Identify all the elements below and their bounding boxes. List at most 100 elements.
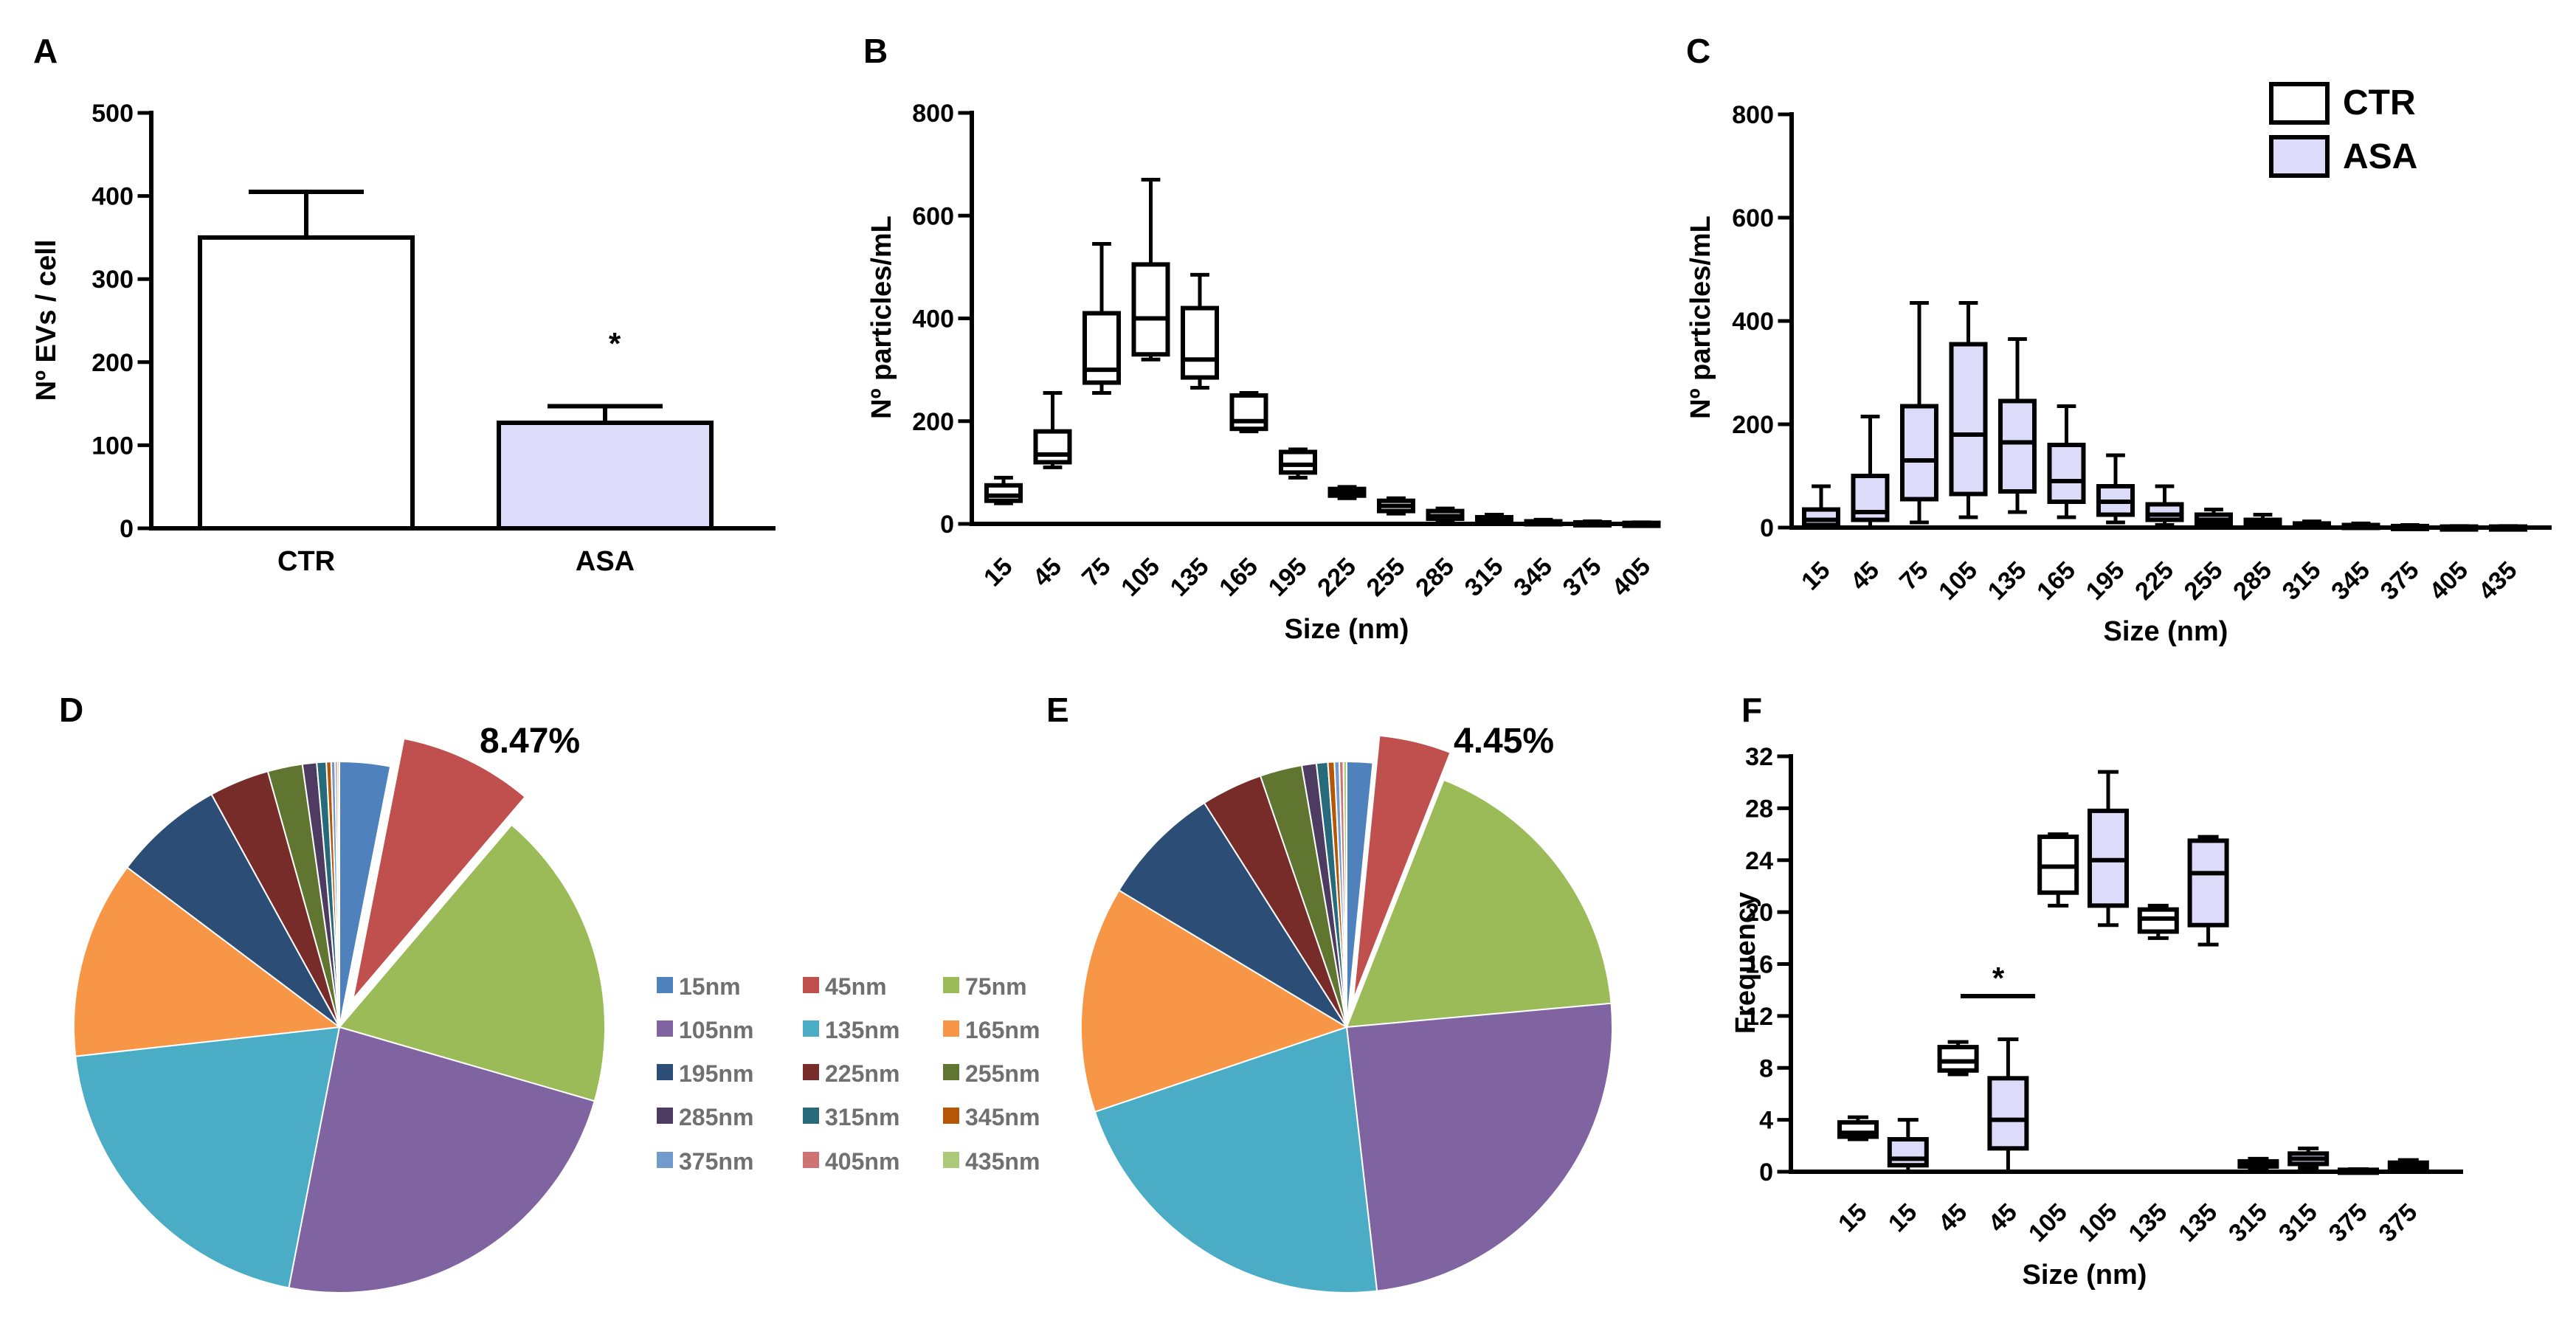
x-tick-label-F: 105 xyxy=(2073,1198,2123,1248)
pie-slice-D-3 xyxy=(288,1026,595,1293)
significance-star-A: * xyxy=(609,326,621,361)
box-body xyxy=(1937,1045,1979,1073)
box-F-3 xyxy=(1987,1037,2029,1174)
x-tick-label-C: 105 xyxy=(1933,556,1983,606)
legend-label-D: 165nm xyxy=(965,1017,1040,1043)
box-B-2 xyxy=(1082,242,1121,395)
x-tick-label-C: 15 xyxy=(1796,556,1836,596)
legend-label-D: 375nm xyxy=(679,1148,753,1175)
x-tick-label-F: 135 xyxy=(2173,1198,2223,1248)
legend-label-D: 255nm xyxy=(965,1060,1040,1087)
y-tick-label-A: 500 xyxy=(91,100,134,128)
x-tick-label-C: 225 xyxy=(2130,556,2179,606)
legend-swatch-D xyxy=(943,1064,959,1080)
box-F-8 xyxy=(2237,1156,2279,1171)
y-tick-label-F: 28 xyxy=(1745,795,1773,823)
box-C-11 xyxy=(2341,521,2380,531)
x-tick-label-F: 105 xyxy=(2023,1198,2073,1248)
box-C-3 xyxy=(1949,301,1988,519)
x-tick-label-C: 435 xyxy=(2473,556,2523,606)
box-B-5 xyxy=(1229,390,1268,434)
x-tick-label-B: 225 xyxy=(1312,553,1361,602)
x-tick-label-B: 15 xyxy=(978,553,1018,593)
box-C-10 xyxy=(2293,519,2331,530)
y-tick-label-F: 0 xyxy=(1759,1158,1773,1186)
legend-swatch-D xyxy=(657,1064,673,1080)
box-body xyxy=(1279,449,1317,475)
box-body xyxy=(1131,262,1170,357)
x-tick-label-C: 345 xyxy=(2326,556,2375,606)
x-tick-label-A: ASA xyxy=(576,546,635,577)
box-C-1 xyxy=(1851,415,1890,530)
x-tick-label-F: 375 xyxy=(2324,1198,2373,1248)
legend-swatch-D xyxy=(803,977,819,993)
legend-label-D: 435nm xyxy=(965,1148,1040,1175)
box-C-8 xyxy=(2195,508,2233,529)
box-B-13 xyxy=(1622,520,1661,528)
box-B-10 xyxy=(1475,512,1513,525)
pie-slice-D-4 xyxy=(75,1026,341,1289)
legend-swatch-D xyxy=(943,1108,959,1124)
box-B-8 xyxy=(1377,496,1415,516)
x-tick-label-F: 135 xyxy=(2123,1198,2172,1248)
x-tick-label-C: 135 xyxy=(1983,556,2032,606)
legend-label-D: 315nm xyxy=(825,1104,899,1130)
y-tick-label-C: 400 xyxy=(1732,308,1774,336)
box-F-1 xyxy=(1887,1118,1929,1174)
box-body xyxy=(2187,838,2229,928)
pie-slice-D-1 xyxy=(351,737,526,1002)
y-tick-label-B: 200 xyxy=(912,408,954,436)
x-tick-label-C: 255 xyxy=(2179,556,2228,606)
box-C-4 xyxy=(1998,337,2037,514)
y-axis-label: Nº particles/mL xyxy=(1685,215,1716,419)
panel-label-D: D xyxy=(59,691,83,729)
pie-slice-D-6 xyxy=(125,793,340,1028)
y-tick-label-B: 600 xyxy=(912,202,954,230)
box-body xyxy=(1900,404,1938,502)
box-C-12 xyxy=(2391,523,2429,531)
legend-label-D: 45nm xyxy=(825,973,887,1000)
pie-slice-E-1 xyxy=(1352,734,1451,1001)
legend-label-D: 345nm xyxy=(965,1104,1040,1130)
pie-slice-E-6 xyxy=(1118,801,1347,1028)
legend-swatch-D xyxy=(657,977,673,993)
pie-slice-E-3 xyxy=(1345,1002,1613,1292)
x-tick-label-C: 285 xyxy=(2228,556,2277,606)
x-tick-label-F: 45 xyxy=(1983,1198,2023,1238)
box-body xyxy=(1082,311,1121,385)
x-axis-label-C: Size (nm) xyxy=(2104,616,2228,647)
legend-swatch-D xyxy=(803,1108,819,1124)
legend-swatch-D xyxy=(657,1108,673,1124)
legend-label-D: 285nm xyxy=(679,1104,753,1130)
box-F-7 xyxy=(2187,835,2229,947)
box-B-3 xyxy=(1131,178,1170,362)
box-F-6 xyxy=(2137,903,2179,940)
x-tick-label-C: 45 xyxy=(1845,556,1885,596)
y-tick-label-B: 0 xyxy=(940,511,954,539)
box-B-11 xyxy=(1524,517,1563,527)
y-tick-label-C: 800 xyxy=(1732,101,1774,129)
box-body xyxy=(1181,305,1219,380)
legend-label-D: 195nm xyxy=(679,1060,753,1087)
x-tick-label-B: 135 xyxy=(1165,553,1215,602)
x-tick-label-F: 45 xyxy=(1933,1198,1973,1238)
y-tick-label-B: 800 xyxy=(912,100,954,128)
y-axis-label: Nº particles/mL xyxy=(866,215,897,419)
legend-swatch-D xyxy=(657,1020,673,1037)
box-B-1 xyxy=(1033,390,1072,469)
box-F-2 xyxy=(1937,1040,1979,1077)
legend-swatch-D xyxy=(657,1152,673,1168)
x-tick-label-B: 75 xyxy=(1077,553,1116,593)
x-tick-label-B: 45 xyxy=(1028,553,1068,593)
y-tick-label-F: 8 xyxy=(1759,1054,1773,1082)
box-F-11 xyxy=(2387,1158,2429,1174)
box-body xyxy=(1998,398,2037,494)
x-tick-label-B: 315 xyxy=(1460,553,1509,602)
pie-highlight-E: 4.45% xyxy=(1454,722,1554,761)
y-tick-label-F: 32 xyxy=(1745,743,1773,771)
box-body xyxy=(984,483,1023,503)
x-tick-label-C: 375 xyxy=(2375,556,2425,606)
y-tick-label-A: 400 xyxy=(91,183,134,211)
x-tick-label-B: 375 xyxy=(1558,553,1607,602)
box-body xyxy=(1949,342,1988,497)
